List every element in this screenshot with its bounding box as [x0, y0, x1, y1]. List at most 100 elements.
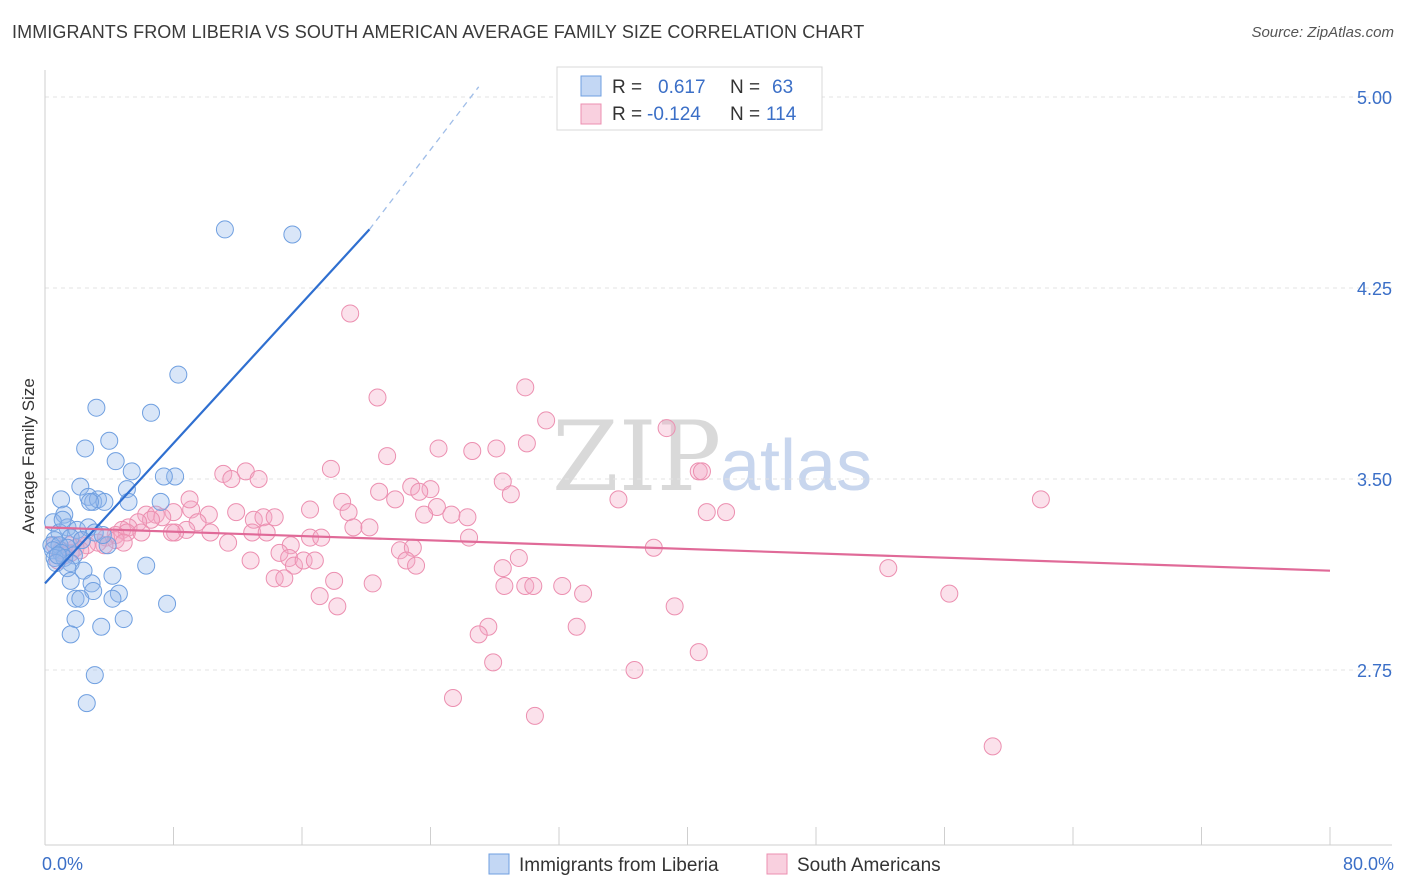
liberia-point-45	[82, 574, 101, 593]
liberia-point-59	[98, 536, 117, 555]
south-americans-point-58	[114, 533, 133, 552]
south-americans-point-90	[493, 559, 512, 578]
south-americans-point-112	[484, 653, 503, 672]
liberia-point-54	[92, 617, 111, 636]
liberia-point-48	[66, 589, 85, 608]
south-americans-point-38	[697, 503, 716, 522]
south-americans-point-106	[940, 584, 959, 603]
south-americans-point-74	[257, 523, 276, 542]
legend-swatch-liberia	[580, 75, 602, 97]
south-americans-point-108	[479, 617, 498, 636]
south-americans-point-102	[574, 584, 593, 603]
chart-title: IMMIGRANTS FROM LIBERIA VS SOUTH AMERICA…	[12, 22, 865, 42]
liberia-trend-line	[44, 228, 371, 585]
south-americans-point-25	[386, 490, 405, 509]
liberia-point-43	[103, 566, 122, 585]
x-tick-label-0: 0.0%	[42, 854, 83, 874]
south-americans-point-5	[517, 434, 536, 453]
south-americans-point-14	[249, 470, 268, 488]
south-americans-point-55	[132, 523, 151, 542]
south-americans-point-104	[328, 597, 347, 616]
south-americans-point-82	[460, 528, 479, 547]
south-americans-point-2	[516, 378, 535, 397]
liberia-point-49	[71, 589, 90, 608]
legend: R = 0.617 N = 63 R = -0.124 N = 114	[556, 66, 823, 131]
watermark-atlas: atlas	[720, 426, 872, 506]
south-americans-point-73	[243, 523, 262, 542]
south-americans-point-15	[493, 472, 512, 491]
south-americans-point-88	[397, 551, 416, 570]
south-americans-point-95	[275, 569, 294, 588]
bottom-legend-swatch-south-americans	[766, 853, 788, 875]
liberia-point-56	[85, 666, 104, 685]
tick-labels: 2.75 3.50 4.25 5.00 0.0% 80.0%	[42, 88, 1394, 874]
south-americans-point-97	[363, 574, 382, 593]
south-americans-point-0	[341, 304, 360, 323]
south-americans-point-103	[310, 587, 329, 606]
legend-n-value-south-americans: 114	[766, 104, 797, 125]
liberia-point-10	[154, 467, 173, 486]
south-americans-point-36	[265, 508, 284, 527]
liberia-point-51	[158, 594, 177, 613]
liberia-point-61	[93, 526, 112, 545]
south-americans-point-30	[227, 503, 246, 522]
south-americans-point-22	[692, 462, 711, 481]
south-americans-point-20	[609, 490, 628, 509]
south-americans-point-44	[153, 508, 172, 527]
south-americans-point-27	[301, 500, 320, 519]
liberia-point-42	[74, 561, 93, 580]
south-americans-point-79	[360, 518, 379, 537]
liberia-point-57	[77, 694, 96, 713]
south-americans-point-31	[415, 505, 434, 524]
south-americans-point-9	[378, 447, 397, 466]
legend-r-label-liberia: R =	[612, 77, 642, 98]
legend-n-label-south-americans: N =	[730, 104, 760, 125]
axes	[44, 70, 1392, 846]
y-tick-label-3: 5.00	[1357, 88, 1392, 108]
bottom-legend-label-liberia: Immigrants from Liberia	[519, 855, 719, 876]
south-americans-point-100	[524, 576, 543, 595]
source-credit: Source: ZipAtlas.com	[1251, 24, 1394, 41]
liberia-point-44	[61, 571, 80, 590]
bottom-legend-swatch-liberia	[488, 853, 510, 875]
south-americans-point-85	[284, 556, 303, 575]
south-americans-point-32	[442, 505, 461, 524]
south-americans-point-3	[537, 411, 556, 430]
liberia-point-6	[76, 439, 95, 458]
south-americans-point-115	[443, 689, 462, 708]
y-axis-label: Average Family Size	[19, 378, 38, 534]
south-americans-point-98	[495, 576, 514, 595]
liberia-point-52	[66, 610, 85, 629]
south-americans-point-87	[305, 551, 324, 570]
south-americans-point-37	[339, 503, 358, 522]
liberia-point-13	[52, 490, 71, 509]
y-tick-label-2: 4.25	[1357, 279, 1392, 299]
south-americans-point-19	[501, 485, 520, 504]
legend-n-value-liberia: 63	[772, 77, 793, 98]
south-americans-point-114	[525, 706, 544, 725]
liberia-point-40	[137, 556, 156, 575]
liberia-point-7	[106, 452, 125, 471]
liberia-point-60	[53, 510, 72, 529]
south-americans-point-33	[458, 508, 477, 527]
south-americans-point-23	[1031, 490, 1050, 509]
liberia-point-2	[169, 365, 188, 384]
south-americans-point-83	[270, 543, 289, 562]
south-americans-point-4	[657, 419, 676, 438]
south-americans-point-24	[333, 492, 352, 511]
south-americans-point-93	[241, 551, 260, 570]
liberia-point-55	[61, 625, 80, 644]
bottom-legend: Immigrants from Liberia South Americans	[488, 853, 941, 876]
liberia-point-19	[151, 492, 170, 511]
south-americans-point-18	[421, 480, 440, 499]
liberia-point-5	[100, 431, 119, 450]
south-americans-point-39	[717, 503, 736, 522]
south-americans-point-110	[469, 625, 488, 644]
south-americans-point-72	[219, 533, 238, 552]
south-americans-point-96	[325, 571, 344, 590]
south-americans-point-6	[429, 439, 448, 458]
liberia-point-1	[283, 225, 302, 244]
y-tick-label-0: 2.75	[1357, 661, 1392, 681]
south-americans-point-94	[265, 569, 284, 588]
